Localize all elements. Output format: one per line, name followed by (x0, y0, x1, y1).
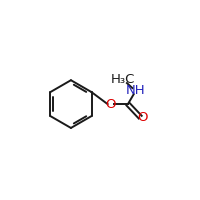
Text: NH: NH (126, 84, 145, 97)
Text: O: O (106, 98, 116, 111)
Text: H₃C: H₃C (111, 73, 135, 86)
Text: O: O (137, 111, 147, 124)
